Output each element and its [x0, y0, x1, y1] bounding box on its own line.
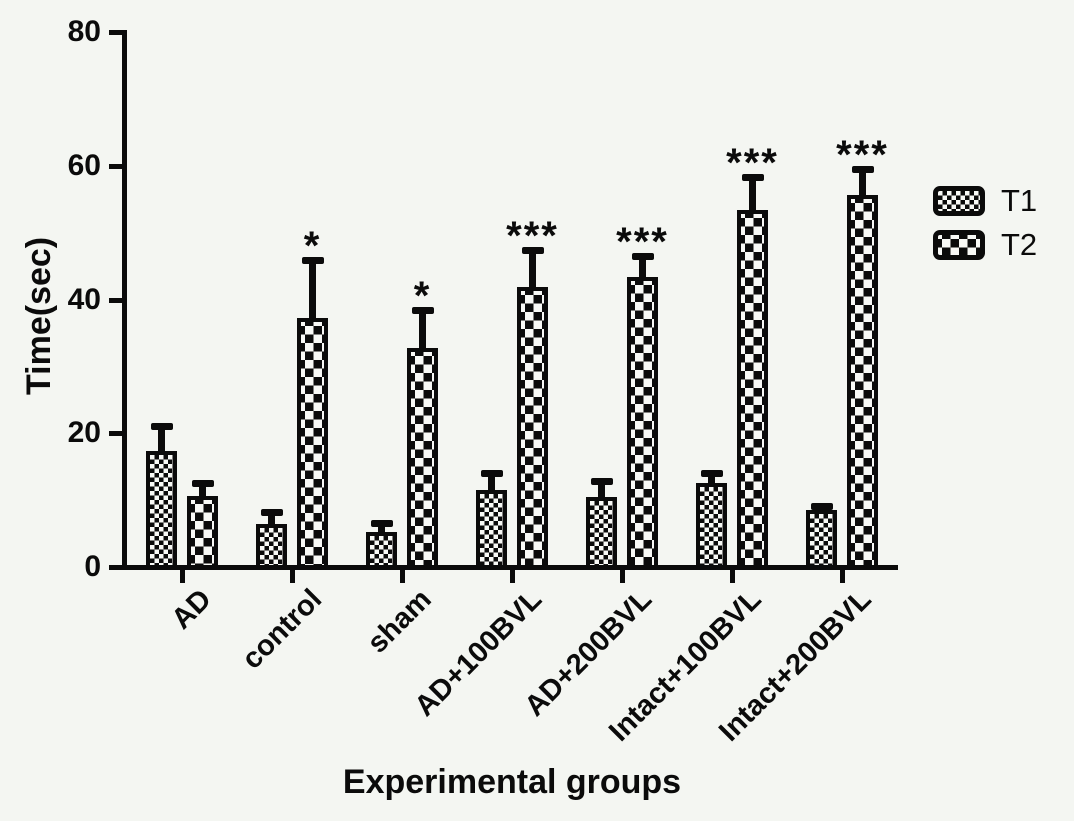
error-bar-cap — [700, 470, 723, 478]
error-bar-stem — [199, 480, 206, 501]
y-tick-label: 60 — [67, 148, 101, 182]
x-axis-tick — [840, 570, 845, 583]
error-bar-cap — [851, 166, 874, 174]
error-bar-cap — [301, 256, 324, 264]
x-axis-tick — [730, 570, 735, 583]
error-bar-stem — [268, 508, 275, 529]
x-category-label: AD — [165, 583, 218, 636]
x-axis-tick — [180, 570, 185, 583]
bar-t1-ad — [146, 451, 177, 569]
legend-item-t1: T1 — [933, 185, 1037, 216]
error-bar-stem — [488, 470, 495, 495]
error-bar-cap — [260, 508, 283, 516]
error-bar-stem — [529, 246, 536, 292]
error-bar-cap — [631, 252, 654, 260]
bar-t1-ad+200bvl — [586, 496, 617, 569]
error-bar-stem — [708, 470, 715, 487]
bar-t1-intact+200bvl — [806, 510, 837, 569]
bar-t2-sham — [407, 347, 438, 569]
x-category-label: sham — [361, 583, 438, 660]
bar-t1-sham — [366, 532, 397, 569]
error-bar-stem — [749, 174, 756, 214]
error-bar-cap — [480, 470, 503, 478]
x-category-label: control — [235, 583, 328, 676]
significance-label: *** — [506, 213, 559, 258]
significance-label: *** — [616, 219, 669, 264]
y-tick-label: 0 — [84, 550, 101, 583]
error-bar-cap — [191, 480, 214, 488]
error-bar-cap — [150, 423, 173, 431]
significance-label: * — [303, 223, 322, 268]
error-bar-stem — [378, 520, 385, 537]
bar-t2-intact+200bvl — [847, 194, 878, 569]
bar-t2-ad+100bvl — [517, 287, 548, 569]
significance-label: *** — [726, 141, 779, 186]
bar-t2-ad — [187, 496, 218, 569]
error-bar-stem — [598, 478, 605, 501]
x-axis-tick — [400, 570, 405, 583]
error-bar-cap — [590, 478, 613, 486]
x-axis-line — [122, 565, 898, 570]
x-axis-tick — [620, 570, 625, 583]
error-bar-cap — [411, 306, 434, 314]
error-bar-cap — [741, 174, 764, 182]
error-bar-cap — [810, 502, 833, 510]
x-axis-tick — [290, 570, 295, 583]
significance-label: * — [413, 273, 432, 318]
y-tick-label: 80 — [67, 15, 101, 48]
y-axis-tick — [109, 297, 122, 303]
y-axis-title: Time(sec) — [20, 236, 58, 395]
legend-item-t2: T2 — [933, 229, 1037, 260]
bar-t1-intact+100bvl — [696, 482, 727, 569]
y-axis-tick — [109, 163, 122, 169]
y-axis-tick — [109, 565, 122, 570]
legend-label: T2 — [1001, 227, 1038, 262]
error-bar-stem — [859, 166, 866, 199]
x-axis-title: Experimental groups — [342, 763, 682, 801]
error-bar-stem — [158, 423, 165, 456]
error-bar-cap — [370, 520, 393, 528]
y-axis-line — [122, 30, 127, 570]
error-bar-stem — [309, 256, 316, 323]
y-axis-tick — [109, 431, 122, 437]
legend-swatch-t1 — [933, 185, 985, 216]
x-axis-tick — [510, 570, 515, 583]
error-bar-stem — [639, 252, 646, 281]
y-tick-label: 40 — [67, 282, 101, 316]
bar-t2-intact+100bvl — [737, 209, 768, 569]
bar-t2-control — [297, 318, 328, 569]
legend-label: T1 — [1001, 183, 1038, 218]
bar-t1-control — [256, 524, 287, 569]
y-axis-tick — [109, 30, 122, 35]
bar-t1-ad+100bvl — [476, 490, 507, 569]
significance-label: *** — [836, 133, 889, 178]
y-tick-label: 20 — [67, 416, 101, 450]
error-bar-stem — [419, 306, 426, 352]
error-bar-cap — [521, 246, 544, 254]
legend-swatch-t2 — [933, 229, 985, 260]
bar-t2-ad+200bvl — [627, 276, 658, 569]
